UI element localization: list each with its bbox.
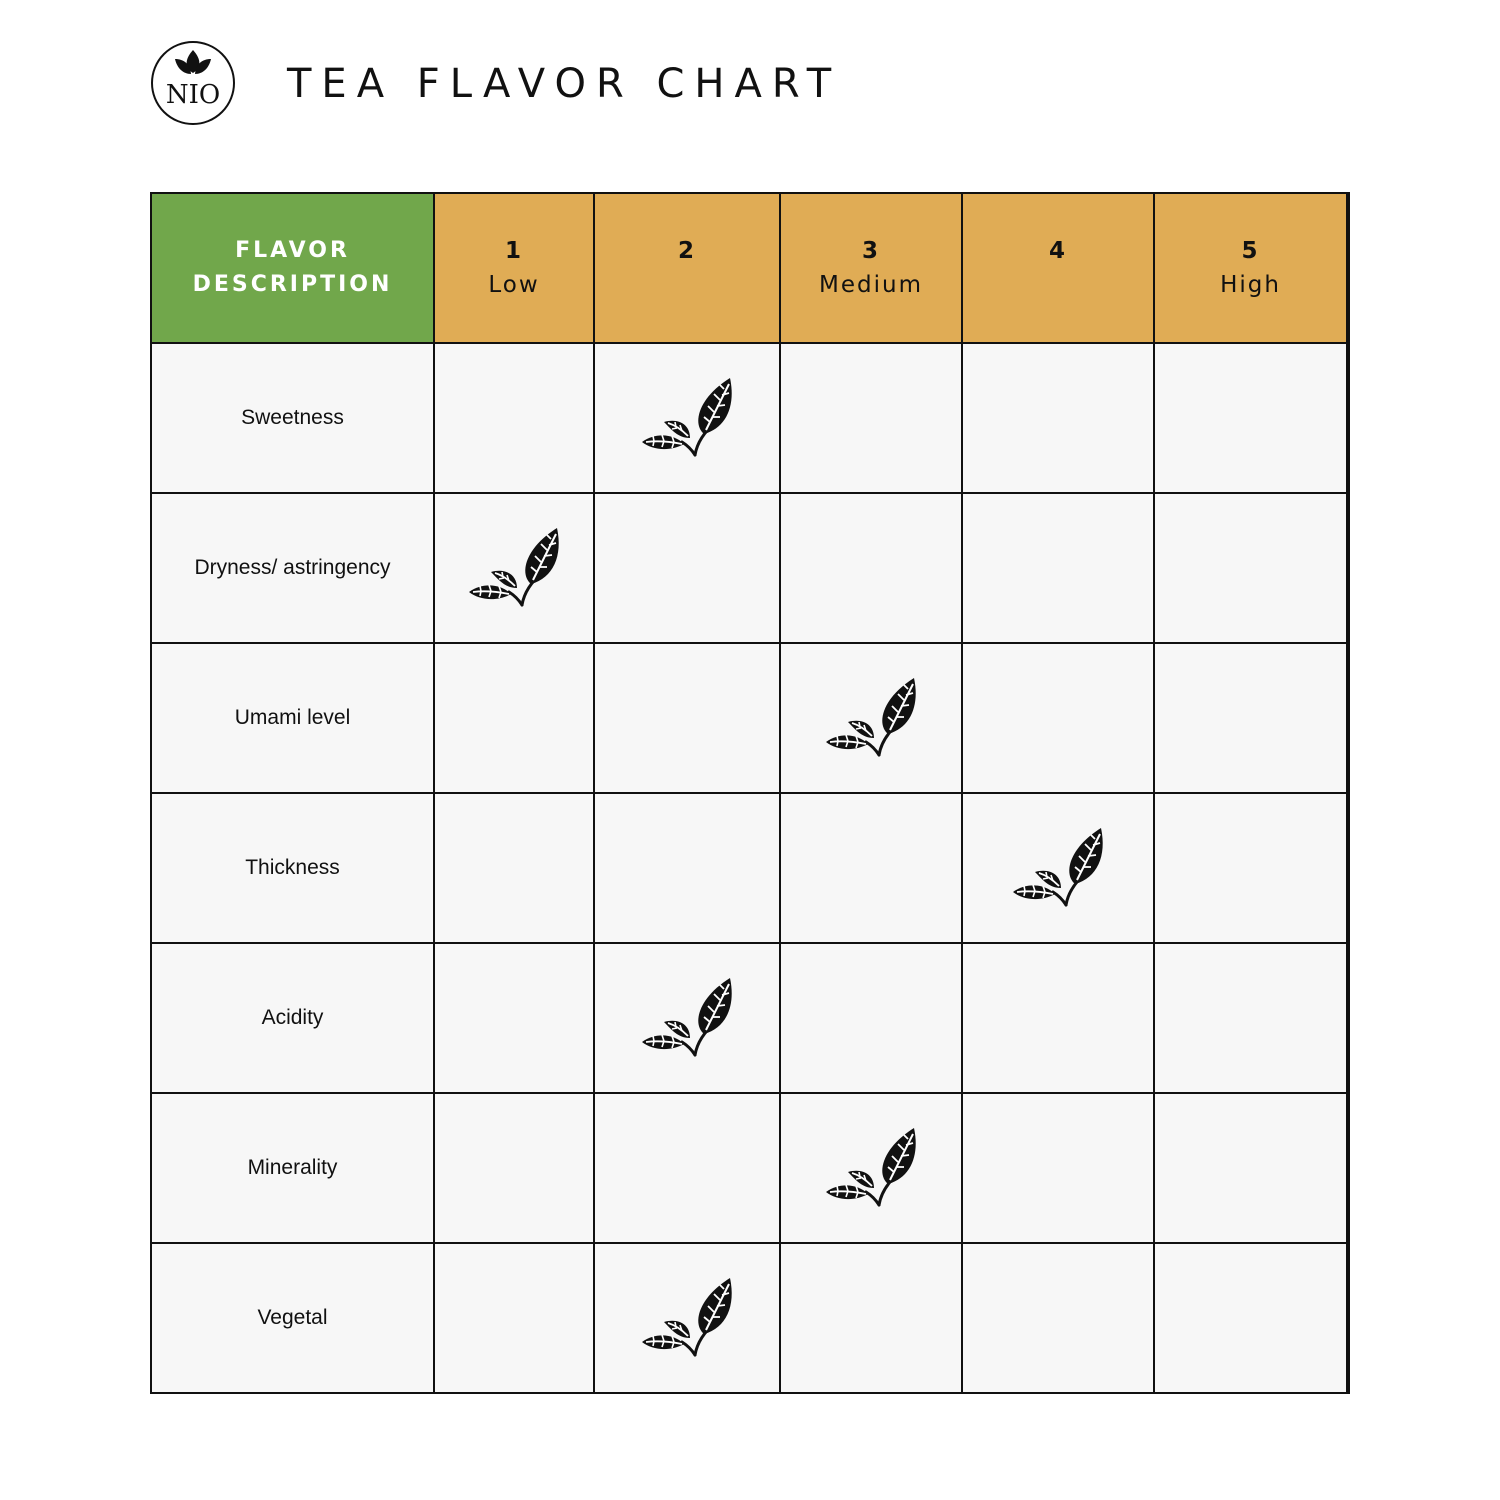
- rating-cell: [435, 344, 593, 492]
- level-number: 2: [677, 238, 696, 264]
- rating-cell: [963, 1244, 1153, 1392]
- rating-cell: [1155, 644, 1346, 792]
- rating-cell: [435, 644, 593, 792]
- rating-cell: [595, 794, 779, 942]
- level-number: 5: [1241, 238, 1260, 264]
- flavor-description-header: FLAVOR DESCRIPTION: [152, 194, 433, 342]
- tea-leaf-icon: [640, 976, 734, 1057]
- rating-cell: [595, 944, 779, 1092]
- level-header-4: 4: [963, 194, 1153, 342]
- tea-leaf-icon: [824, 1126, 918, 1207]
- rating-cell: [781, 1094, 961, 1242]
- flavor-row-label: Vegetal: [152, 1244, 433, 1392]
- level-header-5: 5 High: [1155, 194, 1346, 342]
- level-number: 1: [504, 238, 523, 264]
- level-label: Low: [488, 272, 540, 298]
- tea-leaf-icon: [640, 1276, 734, 1357]
- rating-cell: [435, 1244, 593, 1392]
- page-title: TEA FLAVOR CHART: [287, 61, 842, 107]
- rating-cell: [963, 644, 1153, 792]
- level-header-3: 3 Medium: [781, 194, 961, 342]
- flavor-row-label: Sweetness: [152, 344, 433, 492]
- flavor-row-label: Acidity: [152, 944, 433, 1092]
- level-number: 3: [861, 238, 880, 264]
- rating-cell: [1155, 494, 1346, 642]
- tea-leaf-icon: [640, 376, 734, 457]
- level-label: High: [1220, 272, 1281, 298]
- rating-cell: [435, 1094, 593, 1242]
- rating-cell: [1155, 344, 1346, 492]
- flavor-row-label: Umami level: [152, 644, 433, 792]
- rating-cell: [963, 794, 1153, 942]
- flavor-row-label: Thickness: [152, 794, 433, 942]
- rating-cell: [595, 494, 779, 642]
- flavor-description-header-label: FLAVOR DESCRIPTION: [192, 238, 393, 297]
- rating-cell: [963, 944, 1153, 1092]
- rating-cell: [781, 644, 961, 792]
- tea-leaf-icon: [824, 676, 918, 757]
- level-label: Medium: [819, 272, 923, 298]
- svg-text:NIO: NIO: [166, 80, 220, 110]
- rating-cell: [435, 944, 593, 1092]
- level-number: 4: [1048, 238, 1067, 264]
- rating-cell: [595, 644, 779, 792]
- level-header-1: 1 Low: [435, 194, 593, 342]
- tea-leaf-icon: [467, 526, 561, 607]
- rating-cell: [781, 494, 961, 642]
- rating-cell: [781, 944, 961, 1092]
- level-header-2: 2: [595, 194, 779, 342]
- rating-cell: [963, 344, 1153, 492]
- rating-cell: [595, 1094, 779, 1242]
- rating-cell: [781, 1244, 961, 1392]
- flavor-row-label: Minerality: [152, 1094, 433, 1242]
- flavor-chart-table: FLAVOR DESCRIPTION 1 Low 2 3 Medium 4 5 High Swe…: [150, 192, 1350, 1394]
- rating-cell: [595, 1244, 779, 1392]
- rating-cell: [1155, 794, 1346, 942]
- nio-logo: NIO: [151, 41, 235, 125]
- rating-cell: [963, 494, 1153, 642]
- rating-cell: [1155, 1094, 1346, 1242]
- tea-leaf-icon: [1011, 826, 1105, 907]
- rating-cell: [781, 344, 961, 492]
- rating-cell: [1155, 944, 1346, 1092]
- rating-cell: [781, 794, 961, 942]
- flavor-row-label: Dryness/ astringency: [152, 494, 433, 642]
- rating-cell: [435, 794, 593, 942]
- rating-cell: [595, 344, 779, 492]
- rating-cell: [1155, 1244, 1346, 1392]
- rating-cell: [435, 494, 593, 642]
- rating-cell: [963, 1094, 1153, 1242]
